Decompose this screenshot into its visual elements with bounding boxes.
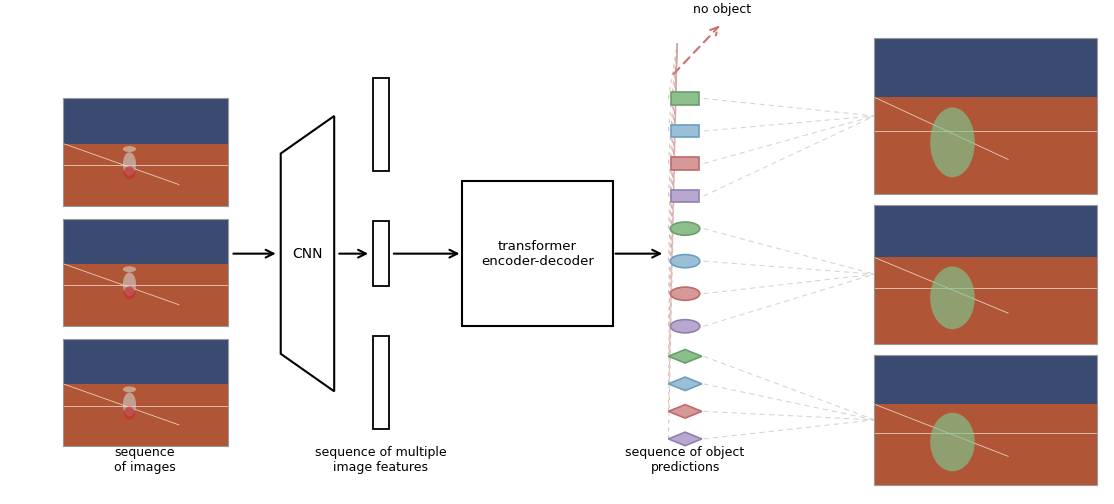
Circle shape: [671, 320, 700, 333]
Text: transformer
encoder-decoder: transformer encoder-decoder: [481, 239, 594, 268]
Bar: [874, 258, 1097, 344]
Bar: [63, 98, 228, 144]
Bar: [874, 205, 1097, 258]
Ellipse shape: [124, 286, 135, 299]
Bar: [63, 264, 228, 326]
Polygon shape: [668, 377, 702, 391]
Bar: [874, 97, 1097, 194]
Circle shape: [123, 387, 136, 392]
Ellipse shape: [124, 166, 135, 179]
Bar: [874, 205, 1097, 344]
Ellipse shape: [123, 152, 136, 176]
Ellipse shape: [123, 273, 136, 296]
Polygon shape: [668, 405, 702, 418]
Ellipse shape: [123, 393, 136, 416]
Bar: [63, 219, 228, 326]
Ellipse shape: [930, 107, 975, 177]
Bar: [462, 181, 613, 326]
Bar: [671, 92, 700, 105]
Ellipse shape: [930, 267, 975, 329]
Polygon shape: [668, 350, 702, 363]
Bar: [63, 98, 228, 206]
Bar: [373, 221, 389, 286]
Bar: [63, 144, 228, 206]
Bar: [874, 404, 1097, 485]
Circle shape: [123, 266, 136, 272]
Bar: [874, 355, 1097, 404]
Bar: [874, 38, 1097, 194]
Circle shape: [671, 287, 700, 300]
Circle shape: [123, 146, 136, 152]
Bar: [874, 38, 1097, 97]
Bar: [63, 339, 228, 384]
Text: sequence
of images: sequence of images: [114, 446, 176, 474]
Polygon shape: [668, 432, 702, 446]
Text: CNN: CNN: [292, 246, 323, 261]
Bar: [63, 339, 228, 447]
Bar: [874, 355, 1097, 485]
Bar: [373, 336, 389, 429]
Polygon shape: [281, 116, 334, 391]
Bar: [373, 79, 389, 171]
Text: no object: no object: [693, 3, 751, 16]
Bar: [63, 219, 228, 264]
Bar: [671, 190, 700, 203]
Bar: [63, 384, 228, 447]
Text: sequence of multiple
image features: sequence of multiple image features: [315, 446, 447, 474]
Circle shape: [671, 255, 700, 268]
Text: sequence of object
predictions: sequence of object predictions: [625, 446, 745, 474]
Ellipse shape: [124, 407, 135, 419]
Circle shape: [671, 222, 700, 235]
Ellipse shape: [930, 413, 975, 471]
Bar: [671, 124, 700, 138]
Bar: [671, 157, 700, 170]
